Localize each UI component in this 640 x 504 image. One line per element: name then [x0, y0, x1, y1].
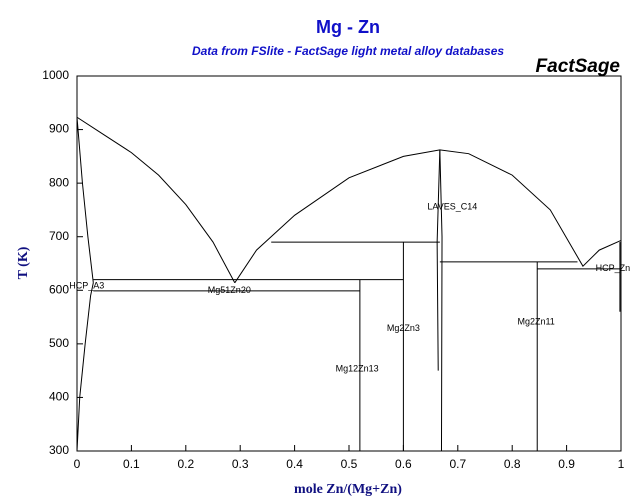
y-tick-label: 500 — [49, 336, 69, 350]
x-tick-label: 0.8 — [504, 457, 521, 471]
x-tick-label: 0.7 — [449, 457, 466, 471]
phase-label: HCP_Zn — [596, 263, 631, 273]
x-tick-label: 0.9 — [558, 457, 575, 471]
x-tick-label: 0.1 — [123, 457, 140, 471]
phase-label: LAVES_C14 — [427, 202, 477, 212]
y-tick-label: 600 — [49, 282, 69, 296]
phase-label: Mg2Zn11 — [517, 316, 554, 326]
phase-label: Mg2Zn3 — [387, 323, 420, 333]
x-tick-label: 0.6 — [395, 457, 412, 471]
x-tick-label: 0.5 — [341, 457, 358, 471]
plot-frame — [76, 75, 622, 452]
y-tick-label: 900 — [49, 122, 69, 136]
x-tick-label: 0.4 — [286, 457, 303, 471]
phase-label: Mg51Zn20 — [208, 285, 251, 295]
phase-boundary — [234, 149, 622, 284]
chart-subtitle: Data from FSlite - FactSage light metal … — [192, 44, 504, 58]
phase-boundary — [436, 149, 441, 371]
phase-boundary — [76, 282, 94, 452]
y-tick-label: 800 — [49, 175, 69, 189]
logo: FactSage — [536, 56, 621, 77]
y-tick-label: 300 — [49, 443, 69, 457]
x-tick-label: 1 — [618, 457, 625, 471]
x-axis-label: mole Zn/(Mg+Zn) — [294, 482, 402, 497]
phase-boundary — [76, 117, 94, 283]
y-tick-label: 1000 — [42, 68, 69, 82]
y-tick-label: 400 — [49, 390, 69, 404]
phase-label: HCP_A3 — [69, 280, 104, 290]
x-tick-label: 0.2 — [177, 457, 194, 471]
phase-boundary — [76, 116, 236, 284]
phase-label: Mg12Zn13 — [336, 363, 379, 373]
y-axis-label: T (K) — [16, 246, 31, 279]
x-tick-label: 0.3 — [232, 457, 249, 471]
phase-boundary — [439, 149, 443, 452]
chart-title: Mg - Zn — [316, 17, 380, 37]
x-tick-label: 0 — [74, 457, 81, 471]
y-tick-label: 700 — [49, 229, 69, 243]
